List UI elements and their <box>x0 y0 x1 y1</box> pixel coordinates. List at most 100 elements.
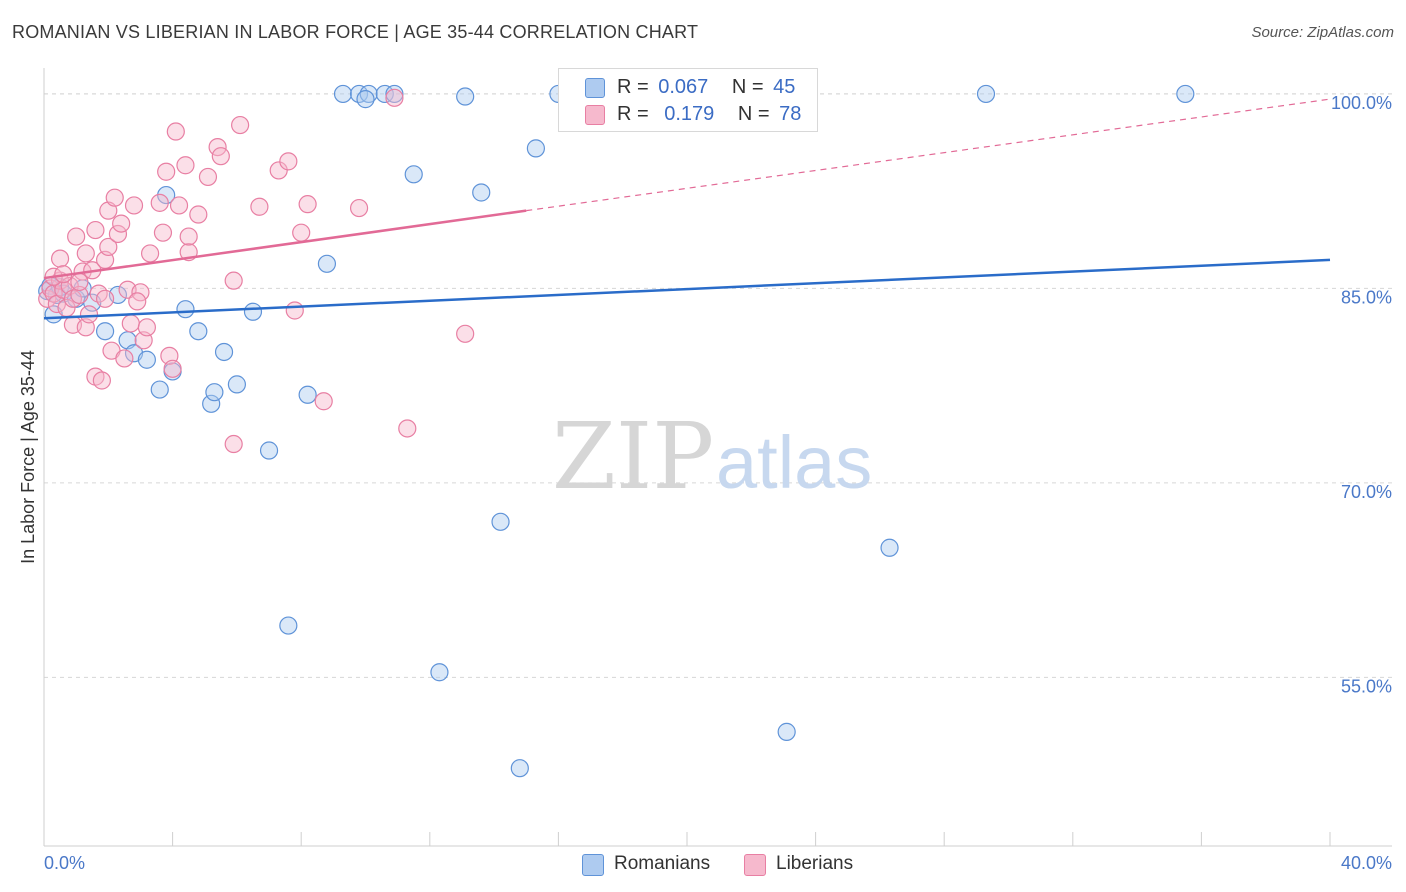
romanians-legend-swatch <box>582 854 604 876</box>
liberian-point <box>86 220 105 240</box>
romanian-point <box>259 441 279 460</box>
liberian-point <box>70 285 89 305</box>
liberian-point <box>67 227 86 246</box>
legend-n-value: 45 <box>773 76 796 98</box>
axes <box>43 68 1392 847</box>
romanian-point <box>317 254 337 273</box>
liberian-point <box>166 122 185 141</box>
liberian-point <box>92 371 111 390</box>
romanian-point <box>404 165 423 184</box>
romanian-point <box>227 375 246 394</box>
romanian-point <box>430 663 449 682</box>
romanian-point <box>176 300 195 319</box>
y-tick-label: 85.0% <box>1341 287 1392 307</box>
x-tick-label: 40.0% <box>1341 853 1392 873</box>
trend-lines <box>43 98 1331 320</box>
liberian-point <box>115 349 134 368</box>
liberian-point <box>137 318 156 337</box>
liberian-point <box>179 227 198 246</box>
liberian-point <box>456 324 475 343</box>
liberian-point <box>163 359 182 378</box>
romanian-point <box>456 87 475 106</box>
liberians-legend-swatch <box>744 854 766 876</box>
romanian-point <box>472 183 491 202</box>
legend-n-label: N = <box>731 76 764 98</box>
romanian-point <box>279 616 298 635</box>
romanian-point <box>880 538 899 557</box>
liberian-point <box>189 205 208 224</box>
romanian-point <box>202 394 221 413</box>
x-tick-label: 0.0% <box>44 853 85 873</box>
x-ticks <box>43 832 1331 846</box>
correlation-legend: R = 0.067 N = 45 R = 0.179 N = 78 <box>558 68 818 132</box>
liberian-point <box>231 115 250 135</box>
y-tick-labels: 55.0% 70.0% 85.0% 100.0% <box>1331 93 1392 697</box>
liberian-point <box>279 152 298 171</box>
liberian-point <box>285 301 304 320</box>
liberian-point <box>224 271 243 290</box>
legend-n-value: 78 <box>779 103 802 125</box>
liberian-point <box>150 193 169 212</box>
romanian-point <box>150 380 169 399</box>
liberian-point <box>70 272 89 292</box>
y-tick-label: 70.0% <box>1341 482 1392 502</box>
liberian-point <box>108 224 128 244</box>
romanian-point <box>510 759 529 778</box>
gridlines <box>44 93 1392 678</box>
liberian-point <box>314 392 333 411</box>
liberians-trend-extension <box>526 98 1331 212</box>
romanian-point <box>214 342 234 362</box>
romanians-trend-line <box>43 258 1331 320</box>
y-tick-label: 55.0% <box>1341 676 1392 696</box>
liberian-point <box>105 188 124 207</box>
romanian-point <box>375 84 394 104</box>
liberian-point <box>112 214 131 233</box>
romanian-point <box>137 350 156 369</box>
liberian-point <box>79 305 99 324</box>
liberian-point <box>298 195 317 214</box>
liberians-swatch <box>585 105 605 125</box>
romanian-point <box>356 90 375 109</box>
liberian-point <box>41 279 60 298</box>
liberian-point <box>176 156 195 175</box>
liberian-point <box>50 249 70 268</box>
romanian-point <box>976 84 996 104</box>
romanian-point <box>333 84 353 104</box>
watermark: ZIP atlas <box>552 403 872 510</box>
x-tick-labels: 0.0% 40.0% <box>44 853 1392 873</box>
romanian-point <box>526 139 545 158</box>
legend-n-label: N = <box>737 103 770 125</box>
liberian-point <box>250 197 269 216</box>
liberian-point <box>140 244 160 263</box>
legend-r-value: 0.067 <box>658 76 709 98</box>
series-legend: Romanians Liberians <box>0 852 1406 878</box>
legend-r-value: 0.179 <box>664 103 715 125</box>
liberians-trend-line <box>43 209 527 280</box>
liberian-point <box>269 161 288 180</box>
liberian-point <box>95 289 115 308</box>
romanian-point <box>189 322 208 341</box>
romanians-legend-label: Romanians <box>614 853 711 874</box>
romanian-point <box>777 722 796 741</box>
liberian-point <box>157 162 176 181</box>
liberian-point <box>99 237 118 257</box>
romanian-point <box>298 385 317 404</box>
liberian-point <box>121 314 140 333</box>
chart-title: ROMANIAN VS LIBERIAN IN LABOR FORCE | AG… <box>12 22 699 42</box>
romanian-point <box>243 302 263 321</box>
liberian-point <box>385 88 404 107</box>
watermark-atlas: atlas <box>716 421 872 504</box>
liberian-point <box>398 419 417 438</box>
liberians-legend-label: Liberians <box>776 853 854 874</box>
romanian-point <box>205 383 224 402</box>
liberian-point <box>128 292 147 311</box>
y-axis-label: In Labor Force | Age 35-44 <box>18 350 38 564</box>
legend-r-label: R = <box>617 103 649 125</box>
liberians-points <box>38 88 475 454</box>
source-label: Source: ZipAtlas.com <box>1251 24 1394 41</box>
liberian-point <box>292 223 311 242</box>
y-tick-label: 100.0% <box>1331 93 1392 113</box>
liberian-point <box>124 196 144 215</box>
romanian-point <box>95 322 115 341</box>
